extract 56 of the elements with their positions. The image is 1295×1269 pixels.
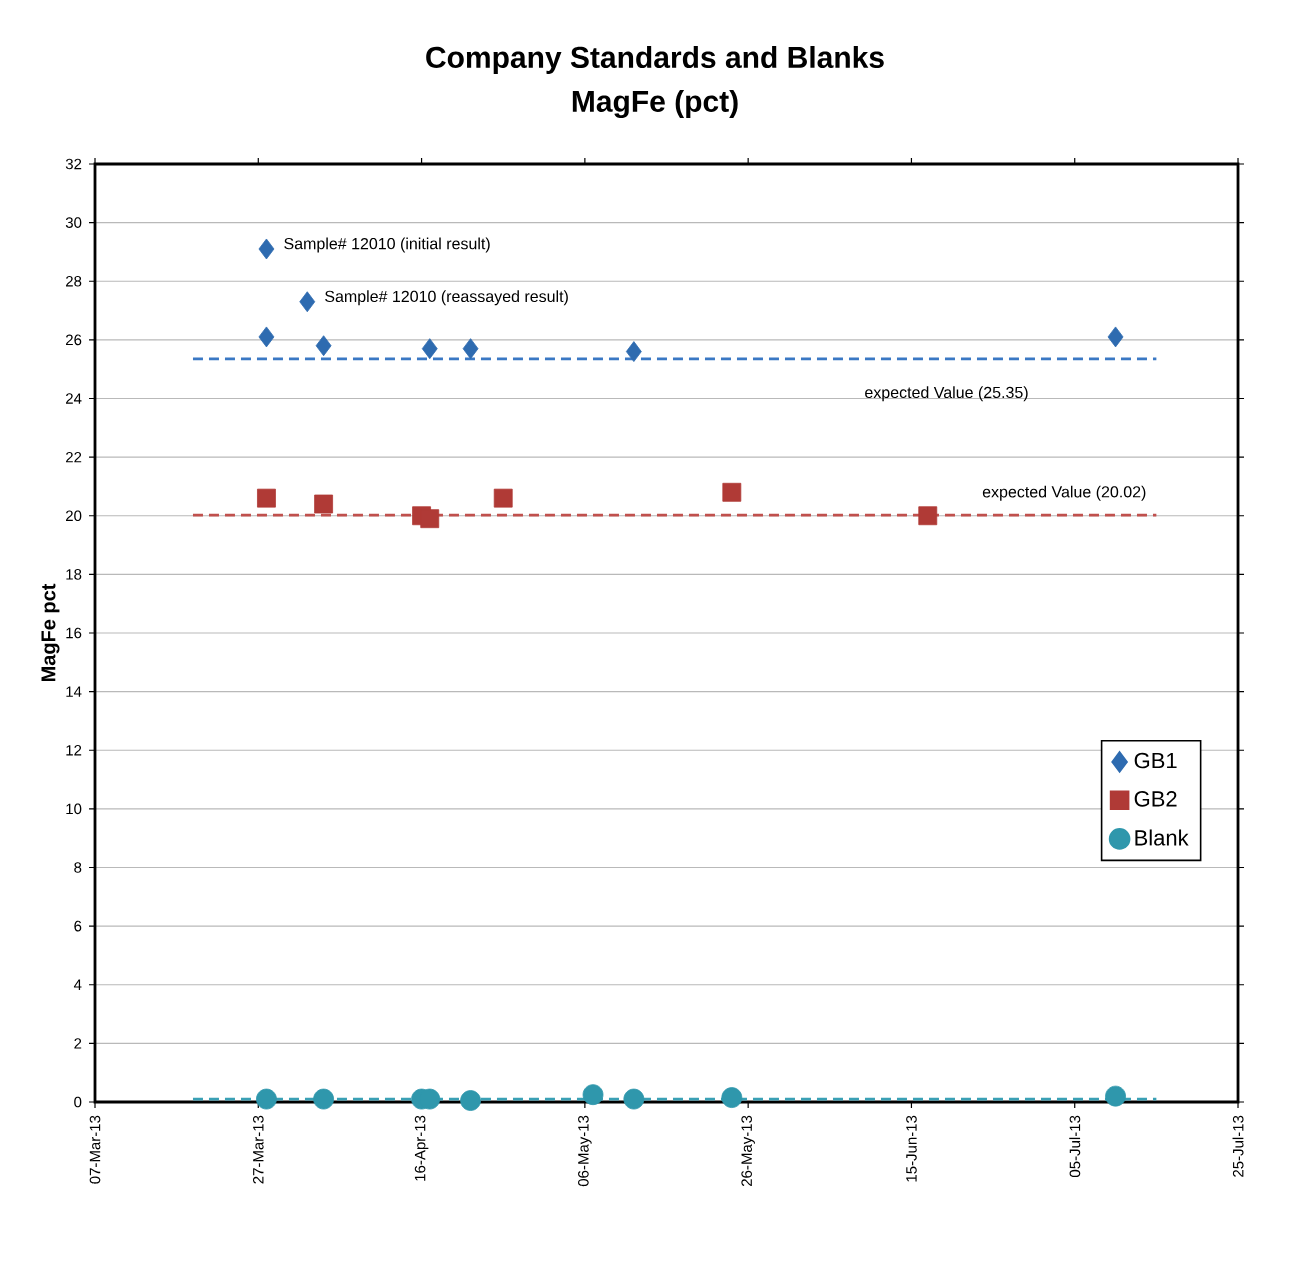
y-tick-label: 30 (65, 217, 82, 228)
x-tick-label: 05-Jul-13 (1069, 1115, 1081, 1177)
point (721, 1087, 743, 1108)
point (625, 341, 642, 362)
point (258, 238, 275, 260)
y-tick-label: 26 (66, 334, 82, 346)
point (421, 338, 438, 360)
y-tick-label: 10 (66, 803, 82, 815)
y-tick-label: 6 (74, 920, 82, 932)
x-tick-label: 06-May-13 (578, 1115, 592, 1187)
y-tick-label: 18 (66, 569, 82, 580)
y-tick-label: 14 (66, 686, 82, 697)
point (722, 482, 742, 502)
point (420, 509, 440, 529)
x-tick-label: 07-Mar-13 (89, 1115, 101, 1184)
x-tick-label: 16-Apr-13 (414, 1115, 429, 1181)
y-tick-label: 32 (65, 158, 82, 170)
point (493, 488, 513, 508)
y-tick-label: 24 (66, 393, 82, 404)
y-tick-label: 8 (74, 862, 82, 873)
point (315, 335, 332, 357)
y-axis-title: MagFe pct (41, 583, 60, 682)
point (314, 494, 333, 514)
point (299, 291, 316, 313)
legend-label: GB2 (1134, 791, 1177, 807)
y-tick-label: 22 (66, 451, 82, 463)
chart-subtitle: MagFe (pct) (572, 89, 738, 119)
point (582, 1084, 604, 1106)
annotation: expected Value (25.35) (865, 386, 1028, 402)
point (918, 506, 938, 526)
point (623, 1088, 645, 1110)
y-tick-label: 4 (73, 979, 82, 990)
y-tick-label: 16 (66, 627, 82, 639)
legend-label: GB1 (1134, 752, 1177, 769)
x-tick-label: 15-Jun-13 (906, 1115, 917, 1182)
annotation: Sample# 12010 (reassayed result) (325, 290, 568, 306)
chart-title: Company Standards and Blanks (426, 46, 884, 74)
annotation: Sample# 12010 (initial result) (284, 237, 490, 253)
x-tick-label: 26-May-13 (741, 1115, 755, 1187)
y-tick-label: 28 (66, 275, 82, 287)
point (257, 488, 276, 508)
point (256, 1088, 277, 1110)
point (258, 326, 275, 348)
point (1105, 1085, 1126, 1107)
y-tick-label: 2 (74, 1038, 82, 1049)
y-tick-label: 0 (74, 1096, 82, 1108)
legend-label: Blank (1135, 829, 1189, 846)
point (460, 1090, 481, 1111)
y-tick-label: 20 (66, 510, 82, 522)
point (1107, 326, 1124, 348)
point (313, 1088, 335, 1110)
y-tick-label: 12 (66, 745, 82, 756)
annotation: expected Value (20.02) (982, 485, 1146, 501)
x-tick-label: 27-Mar-13 (252, 1115, 264, 1184)
x-tick-label: 25-Jul-13 (1232, 1115, 1244, 1177)
point (462, 338, 479, 360)
